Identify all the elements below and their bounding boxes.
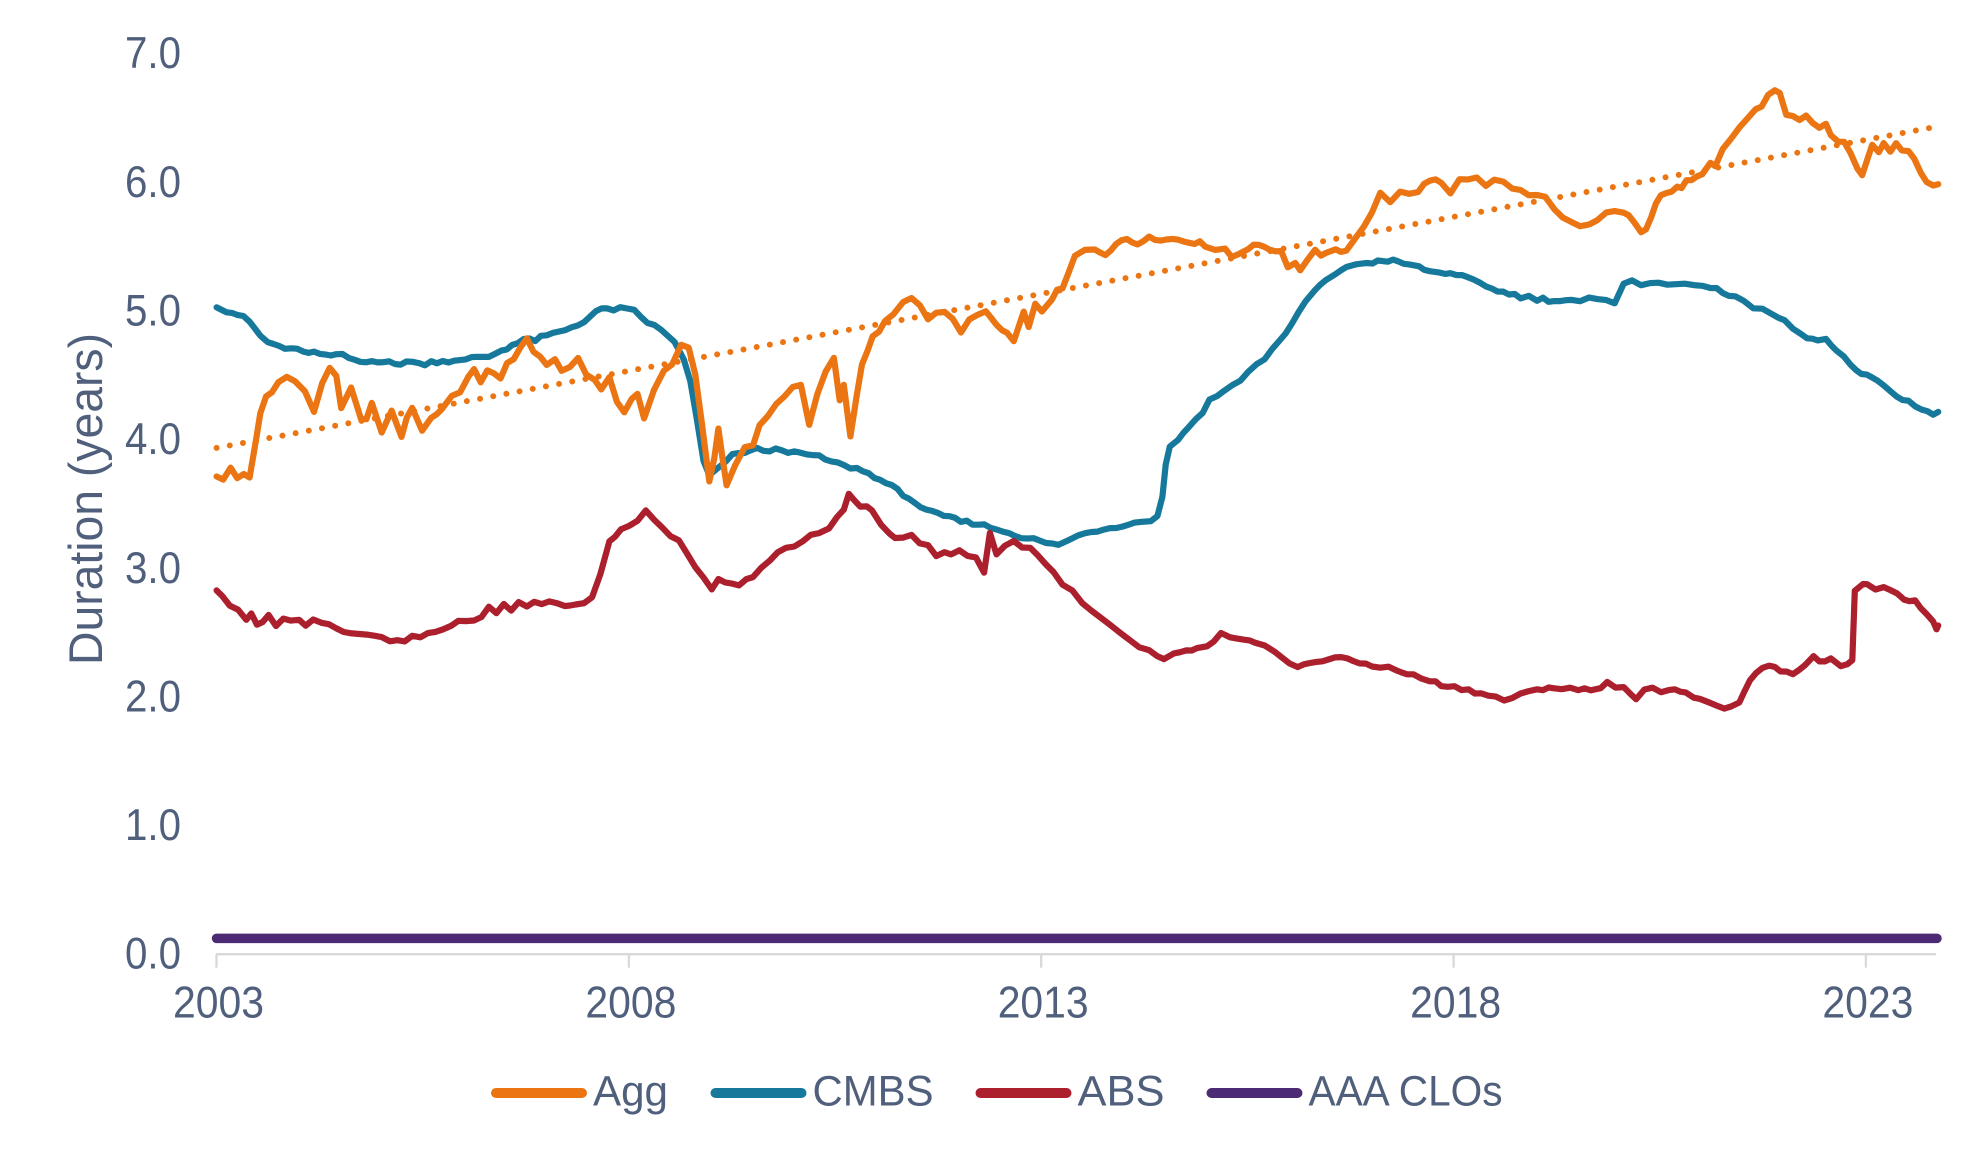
svg-text:ABS: ABS [1078, 1067, 1165, 1115]
svg-text:2008: 2008 [585, 979, 676, 1028]
svg-text:Agg: Agg [593, 1067, 668, 1115]
svg-text:CMBS: CMBS [813, 1067, 934, 1115]
svg-text:1.0: 1.0 [125, 801, 181, 850]
svg-text:6.0: 6.0 [125, 158, 181, 207]
svg-text:2.0: 2.0 [125, 672, 181, 721]
svg-text:7.0: 7.0 [125, 29, 181, 78]
svg-text:5.0: 5.0 [125, 287, 181, 336]
svg-text:3.0: 3.0 [125, 544, 181, 593]
svg-text:2023: 2023 [1822, 979, 1913, 1028]
svg-text:2013: 2013 [998, 979, 1089, 1028]
svg-text:2018: 2018 [1410, 979, 1501, 1028]
svg-text:0.0: 0.0 [125, 930, 181, 979]
svg-text:4.0: 4.0 [125, 415, 181, 464]
svg-text:2003: 2003 [173, 979, 264, 1028]
svg-text:AAA CLOs: AAA CLOs [1309, 1067, 1503, 1115]
svg-text:Duration (years): Duration (years) [59, 333, 112, 665]
